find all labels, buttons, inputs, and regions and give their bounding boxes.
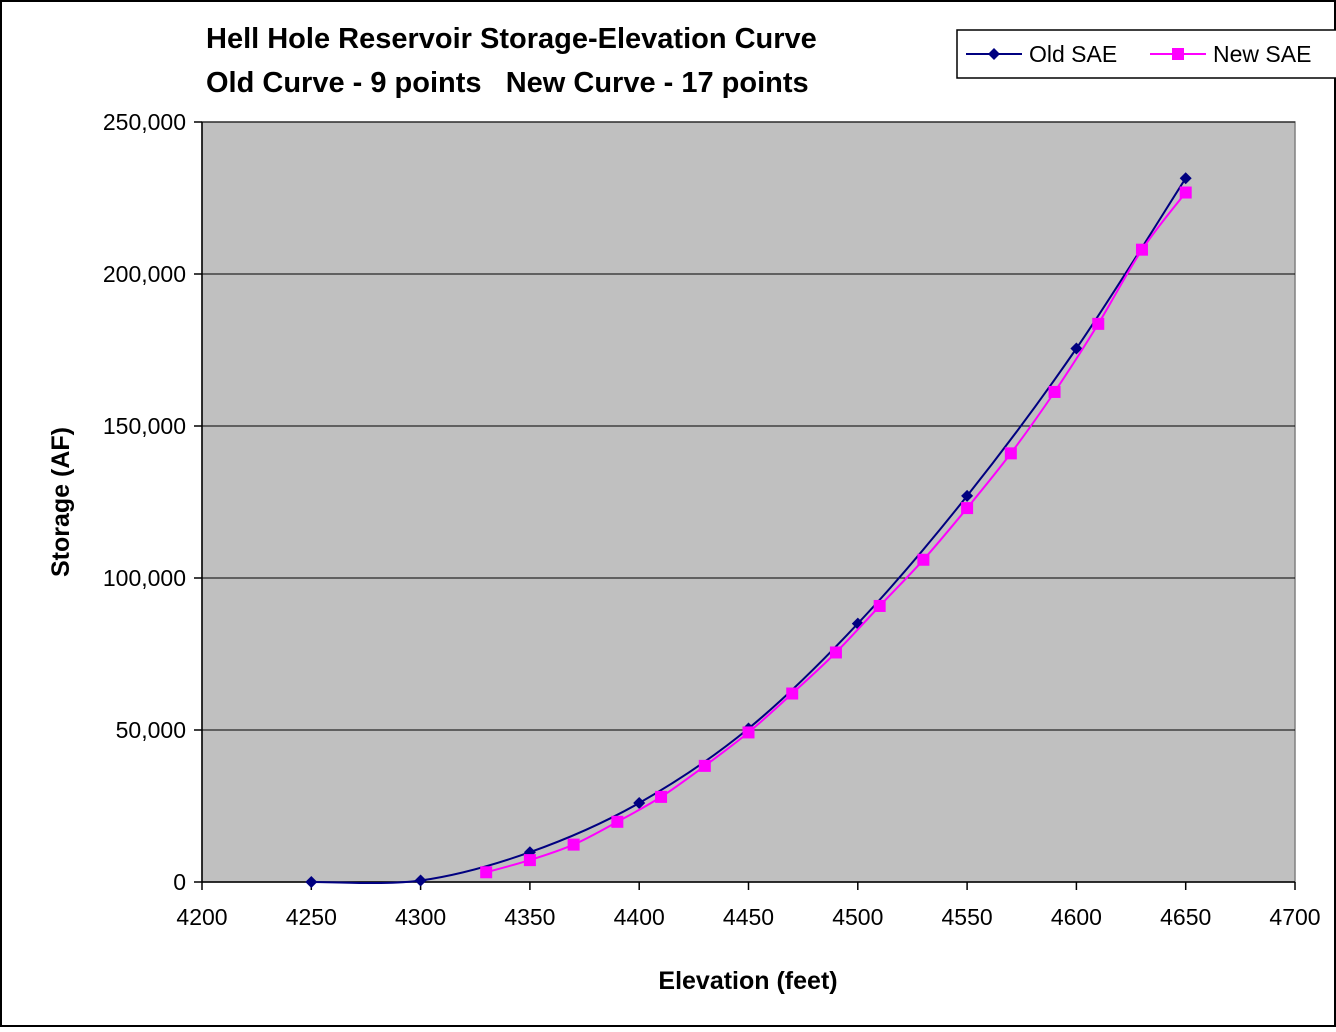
data-point-new-sae <box>1092 317 1105 330</box>
legend: Old SAE New SAE <box>956 29 1336 79</box>
axes: 0 50,000 100,000 150,000 200,000 250,000 4200 4… <box>103 109 1321 930</box>
data-point-new-sae <box>611 815 624 828</box>
x-tick-label: 4650 <box>1160 904 1211 930</box>
data-point-new-sae <box>480 866 493 879</box>
x-tick-label: 4450 <box>723 904 774 930</box>
x-tick-label: 4500 <box>832 904 883 930</box>
data-point-old-sae <box>1179 172 1192 185</box>
data-point-new-sae <box>698 759 711 772</box>
y-tick-label: 50,000 <box>116 717 186 743</box>
data-point-new-sae <box>1004 447 1017 460</box>
data-point-new-sae <box>655 790 668 803</box>
data-point-new-sae <box>961 502 974 515</box>
legend-label-old-sae: Old SAE <box>1029 41 1117 67</box>
legend-marker-old-sae <box>988 48 1000 60</box>
x-tick-label: 4250 <box>286 904 337 930</box>
x-tick-label: 4550 <box>942 904 993 930</box>
data-point-new-sae <box>742 726 755 739</box>
x-tick-label: 4600 <box>1051 904 1102 930</box>
x-tick-label: 4200 <box>176 904 227 930</box>
x-axis-title: Elevation (feet) <box>658 967 837 995</box>
legend-marker-new-sae <box>1172 48 1184 60</box>
gridlines <box>202 121 1295 731</box>
series <box>305 172 1192 888</box>
data-point-new-sae <box>829 646 842 659</box>
data-point-old-sae <box>633 796 646 809</box>
y-tick-label: 100,000 <box>103 565 186 591</box>
data-point-new-sae <box>873 599 886 612</box>
data-point-old-sae <box>1070 342 1083 355</box>
series-new-sae <box>480 186 1192 879</box>
data-point-new-sae <box>786 687 799 700</box>
y-tick-label: 0 <box>173 869 186 895</box>
data-point-new-sae <box>523 854 536 867</box>
y-tick-label: 200,000 <box>103 261 186 287</box>
x-tick-label: 4400 <box>614 904 665 930</box>
legend-label-new-sae: New SAE <box>1213 41 1311 67</box>
chart-subtitle: Old Curve - 9 points New Curve - 17 poin… <box>206 67 809 99</box>
y-tick-label: 250,000 <box>103 109 186 135</box>
data-point-new-sae <box>917 553 930 566</box>
data-point-new-sae <box>1135 243 1148 256</box>
series-line-new-sae <box>485 191 1187 874</box>
chart-title: Hell Hole Reservoir Storage-Elevation Cu… <box>206 23 817 55</box>
x-tick-label: 4350 <box>504 904 555 930</box>
x-tick-label: 4300 <box>395 904 446 930</box>
data-point-old-sae <box>961 489 974 502</box>
data-point-old-sae <box>305 876 318 888</box>
data-point-new-sae <box>1048 385 1061 398</box>
series-line-old-sae <box>311 177 1187 885</box>
plot-area <box>201 121 1296 883</box>
data-point-new-sae <box>567 838 580 851</box>
y-axis-title: Storage (AF) <box>47 427 75 577</box>
data-point-new-sae <box>1179 186 1192 199</box>
x-tick-label: 4700 <box>1269 904 1320 930</box>
y-tick-label: 150,000 <box>103 413 186 439</box>
data-point-old-sae <box>414 874 427 887</box>
